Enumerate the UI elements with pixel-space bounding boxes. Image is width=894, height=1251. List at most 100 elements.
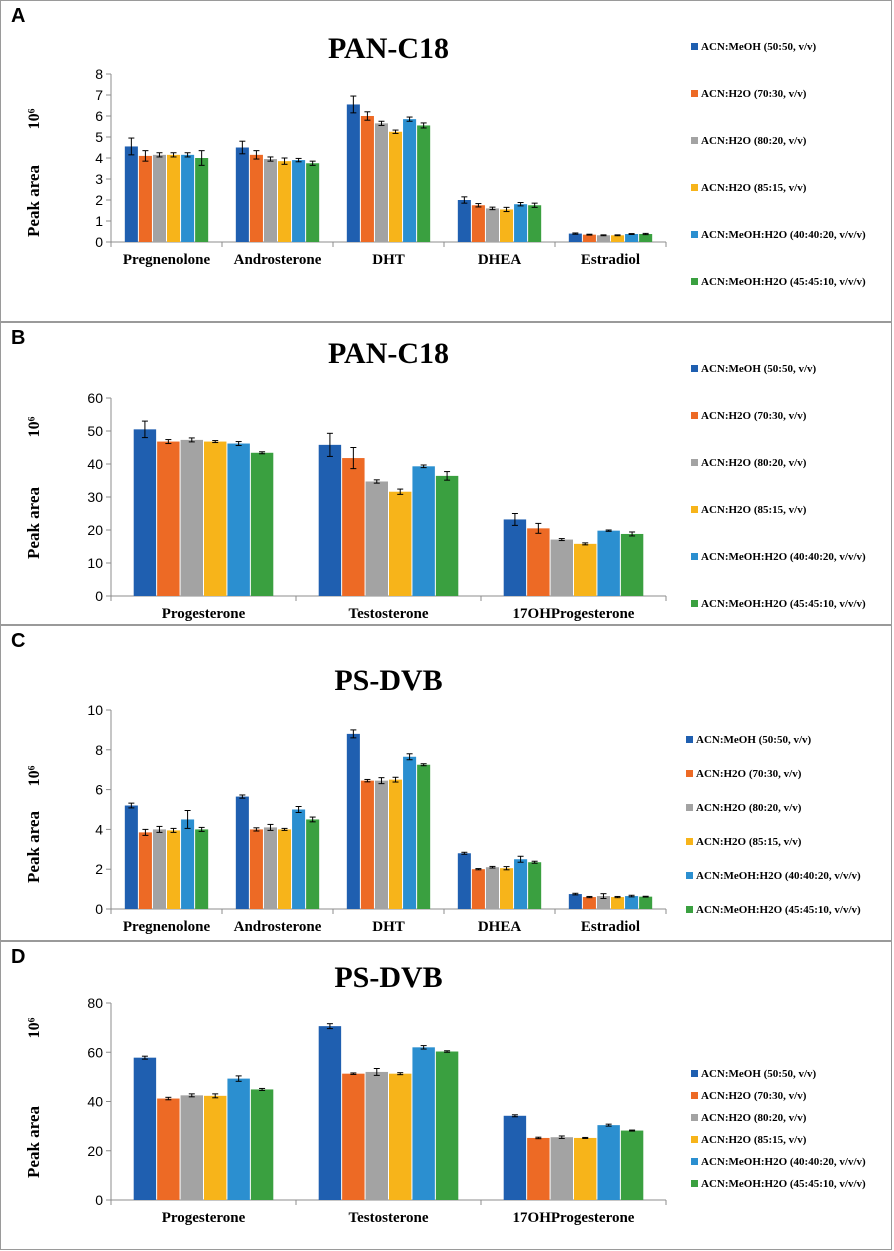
bar-c-3-2 [485, 867, 499, 909]
legend-label-a-2: ACN:H2O (80:20, v/v) [701, 135, 807, 147]
legend-swatch-c-2 [686, 804, 693, 811]
bar-c-0-0 [124, 805, 138, 909]
legend-swatch-a-0 [691, 43, 698, 50]
bar-a-1-1 [249, 154, 263, 242]
bar-b-0-3 [204, 441, 227, 596]
y-tick-label-a-3: 3 [95, 171, 103, 187]
bar-a-1-4 [292, 160, 306, 242]
bar-b-1-3 [389, 491, 412, 596]
legend-label-d-4: ACN:MeOH:H2O (40:40:20, v/v/v) [701, 1156, 866, 1168]
legend-swatch-b-3 [691, 506, 698, 513]
bar-a-4-4 [625, 234, 639, 242]
legend-swatch-d-1 [691, 1092, 698, 1099]
legend-swatch-b-2 [691, 459, 698, 466]
bar-b-2-3 [574, 543, 597, 596]
bar-b-2-0 [503, 519, 527, 596]
bar-c-1-3 [278, 829, 292, 909]
legend-swatch-b-5 [691, 600, 698, 607]
bar-c-4-1 [582, 897, 596, 909]
bar-a-0-3 [167, 154, 181, 242]
legend-label-c-0: ACN:MeOH (50:50, v/v) [696, 734, 812, 746]
bar-c-1-0 [235, 796, 249, 909]
chart-d-svg: PS-DVB Peak area 10⁶ 0 20 40 60 80 Progesterone T… [24, 961, 866, 1226]
y-tick-label-b-3: 30 [87, 489, 103, 505]
legend-label-d-2: ACN:H2O (80:20, v/v) [701, 1112, 807, 1124]
legend-label-a-4: ACN:MeOH:H2O (40:40:20, v/v/v) [701, 229, 866, 241]
legend-label-d-0: ACN:MeOH (50:50, v/v) [701, 1068, 817, 1080]
bar-a-0-5 [195, 158, 209, 242]
bar-c-2-4 [403, 756, 417, 909]
bar-c-2-1 [360, 780, 374, 909]
y-tick-label-c-3: 6 [95, 782, 103, 798]
bar-c-0-3 [167, 830, 181, 909]
legend-swatch-d-3 [691, 1136, 698, 1143]
x-category-label-c-3: DHEA [478, 919, 522, 935]
y-tick-label-c-1: 2 [95, 861, 103, 877]
bar-a-2-2 [374, 123, 388, 242]
bar-d-1-0 [318, 1026, 342, 1200]
legend-label-d-3: ACN:H2O (85:15, v/v) [701, 1134, 807, 1146]
bar-d-2-2 [550, 1137, 573, 1200]
bar-d-2-3 [574, 1137, 597, 1200]
chart-panel-a: A PAN-C18 Peak area 10⁶ 0 1 2 3 4 5 6 7 8 Pregnenolo… [0, 0, 892, 322]
chart-panel-c: C PS-DVB Peak area 10⁶ 0 2 4 6 8 10 Pregnenolone A… [0, 625, 892, 941]
x-category-label-a-3: DHEA [478, 252, 522, 268]
legend-label-b-4: ACN:MeOH:H2O (40:40:20, v/v/v) [701, 551, 866, 563]
y-tick-label-a-0: 0 [95, 234, 103, 250]
x-category-label-a-1: Androsterone [234, 252, 322, 268]
legend-swatch-a-5 [691, 278, 698, 285]
bar-c-3-4 [514, 859, 528, 909]
legend-swatch-c-4 [686, 872, 693, 879]
legend-label-c-3: ACN:H2O (85:15, v/v) [696, 836, 802, 848]
bar-a-4-5 [639, 234, 653, 242]
legend-swatch-d-4 [691, 1158, 698, 1165]
y-tick-label-d-0: 0 [95, 1192, 103, 1208]
y-tick-label-a-5: 5 [95, 129, 103, 145]
bar-b-0-0 [133, 429, 157, 596]
bar-a-3-5 [528, 205, 542, 242]
bar-b-0-1 [157, 441, 180, 596]
chart-title-d: PS-DVB [334, 961, 442, 994]
legend-swatch-b-1 [691, 412, 698, 419]
bar-d-0-0 [133, 1057, 157, 1200]
bar-b-2-2 [550, 539, 573, 596]
bar-b-1-4 [412, 466, 435, 596]
y-axis-unit-a: 10⁶ [26, 108, 43, 129]
bar-c-4-4 [625, 896, 639, 909]
legend-swatch-c-1 [686, 770, 693, 777]
bar-a-2-5 [417, 125, 431, 242]
legend-swatch-a-2 [691, 137, 698, 144]
x-category-label-a-2: DHT [372, 252, 405, 268]
chart-c-svg: PS-DVB Peak area 10⁶ 0 2 4 6 8 10 Pregnenolone And… [24, 664, 861, 935]
legend-label-b-0: ACN:MeOH (50:50, v/v) [701, 363, 817, 375]
bar-c-4-2 [596, 896, 610, 909]
bar-c-0-2 [152, 829, 166, 909]
bar-b-0-2 [180, 439, 203, 596]
bar-c-4-5 [639, 896, 653, 909]
bar-c-4-0 [568, 894, 582, 909]
bar-a-0-4 [181, 154, 195, 242]
legend-label-c-1: ACN:H2O (70:30, v/v) [696, 768, 802, 780]
bar-a-1-5 [306, 163, 320, 242]
bar-a-3-4 [514, 204, 528, 242]
bar-d-1-3 [389, 1073, 412, 1200]
legend-swatch-a-4 [691, 231, 698, 238]
y-axis-label-d: Peak area [24, 1106, 43, 1178]
x-category-label-a-4: Estradiol [581, 252, 640, 268]
bar-d-2-1 [527, 1137, 550, 1200]
y-axis-unit-b: 10⁶ [26, 416, 43, 437]
bar-c-2-0 [346, 733, 360, 909]
bar-a-2-1 [360, 116, 374, 242]
bar-c-2-2 [374, 780, 388, 909]
bar-d-2-5 [620, 1130, 644, 1200]
legend-swatch-b-0 [691, 365, 698, 372]
legend-label-b-2: ACN:H2O (80:20, v/v) [701, 457, 807, 469]
legend-label-a-0: ACN:MeOH (50:50, v/v) [701, 41, 817, 53]
y-axis-label-b: Peak area [24, 487, 43, 559]
bar-d-2-0 [503, 1115, 527, 1200]
bar-a-4-2 [596, 235, 610, 242]
x-category-label-a-0: Pregnenolone [123, 252, 211, 268]
x-category-label-c-4: Estradiol [581, 919, 640, 935]
legend-label-c-5: ACN:MeOH:H2O (45:45:10, v/v/v) [696, 904, 861, 916]
x-category-label-d-1: Testosterone [349, 1210, 429, 1226]
